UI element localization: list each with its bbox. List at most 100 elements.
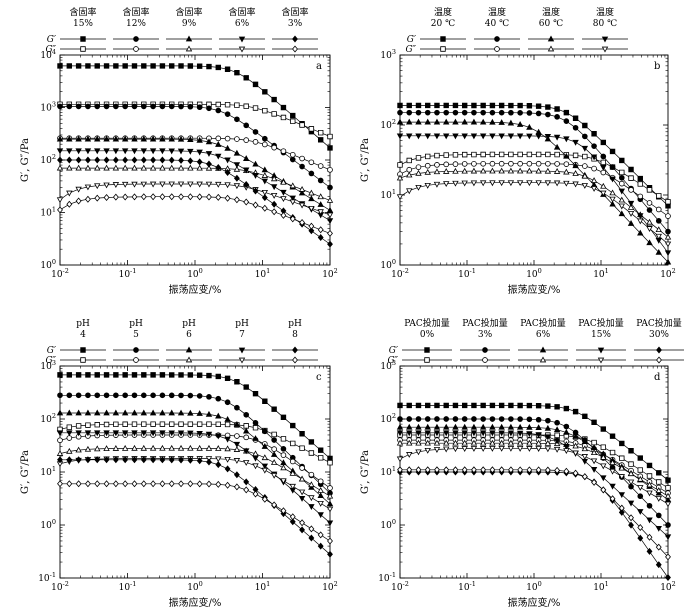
data-point — [289, 469, 296, 476]
x-tick-label: 101 — [593, 267, 609, 280]
legend-marker — [482, 347, 488, 353]
data-point — [600, 426, 607, 432]
data-point — [178, 193, 184, 201]
data-point — [290, 440, 296, 447]
legend-marker — [185, 346, 193, 353]
data-point — [271, 437, 277, 443]
data-point — [637, 455, 643, 461]
data-point — [261, 172, 269, 178]
data-point — [290, 422, 296, 429]
data-point — [600, 159, 607, 166]
data-point — [168, 148, 175, 155]
data-point — [535, 180, 542, 187]
legend-entry-value: 40 ℃ — [485, 19, 509, 29]
legend-entry-value: 7 — [239, 330, 245, 340]
data-point — [94, 103, 101, 110]
data-point — [600, 182, 607, 189]
data-point — [425, 402, 431, 409]
data-point — [317, 129, 324, 136]
data-point — [317, 486, 324, 493]
data-point — [261, 194, 268, 202]
data-point — [526, 402, 533, 409]
data-point — [406, 102, 412, 109]
data-point — [206, 458, 212, 466]
data-point — [480, 151, 486, 158]
data-point — [308, 439, 315, 445]
data-point — [215, 421, 221, 427]
data-point — [563, 136, 570, 143]
data-point — [665, 574, 671, 582]
data-point — [406, 416, 413, 422]
data-point — [424, 447, 431, 454]
data-point — [66, 156, 73, 164]
series-line — [60, 432, 331, 524]
data-point — [178, 421, 184, 427]
data-point — [628, 448, 634, 454]
y-tick-label: 101 — [380, 188, 396, 201]
data-point — [85, 372, 91, 378]
data-point — [280, 478, 287, 485]
data-point — [215, 164, 222, 172]
data-point — [177, 135, 185, 142]
data-point — [554, 106, 560, 112]
data-point — [646, 207, 653, 213]
data-point — [563, 109, 570, 116]
data-point — [461, 109, 468, 116]
data-point — [233, 441, 241, 448]
data-point — [243, 460, 250, 466]
series-line — [400, 112, 669, 232]
legend-row-label-gpp: G″ — [387, 356, 398, 366]
series-d-2 — [397, 416, 671, 528]
data-point — [655, 206, 662, 213]
data-point — [159, 103, 166, 110]
data-point — [526, 110, 533, 116]
data-point — [545, 111, 551, 118]
legend-marker — [292, 35, 298, 43]
series-a-8 — [57, 156, 333, 248]
data-point — [224, 111, 231, 117]
data-point — [66, 392, 73, 399]
data-point — [434, 416, 440, 422]
data-point — [317, 209, 324, 216]
data-point — [131, 164, 138, 171]
legend-row-label-gp: G′ — [47, 35, 56, 45]
data-point — [224, 144, 231, 151]
data-point — [572, 450, 579, 457]
data-point — [433, 439, 441, 446]
data-point — [66, 135, 73, 142]
data-point — [84, 164, 92, 171]
data-point — [498, 102, 505, 109]
data-point — [57, 456, 63, 464]
data-point — [591, 478, 598, 486]
data-point — [112, 135, 120, 142]
data-point — [572, 181, 579, 188]
data-point — [131, 193, 138, 201]
data-point — [252, 420, 259, 426]
data-point — [234, 136, 240, 142]
data-point — [516, 167, 524, 174]
data-point — [131, 181, 138, 188]
series-c-3 — [57, 432, 333, 491]
data-point — [187, 148, 194, 155]
data-point — [572, 124, 579, 131]
data-point — [554, 432, 560, 439]
data-point — [665, 522, 671, 528]
data-point — [443, 439, 450, 446]
data-point — [112, 456, 119, 464]
data-point — [544, 134, 552, 140]
data-point — [150, 156, 157, 164]
data-point — [66, 456, 73, 464]
data-point — [627, 470, 635, 477]
data-point — [535, 466, 542, 474]
data-point — [452, 439, 459, 446]
data-point — [159, 392, 166, 399]
data-point — [112, 480, 119, 488]
data-point — [243, 103, 249, 109]
data-point — [433, 181, 441, 188]
data-point — [103, 103, 110, 110]
data-point — [637, 229, 644, 236]
series-a-9 — [57, 193, 333, 237]
data-point — [516, 133, 524, 140]
data-point — [406, 188, 413, 195]
data-point — [452, 118, 459, 125]
